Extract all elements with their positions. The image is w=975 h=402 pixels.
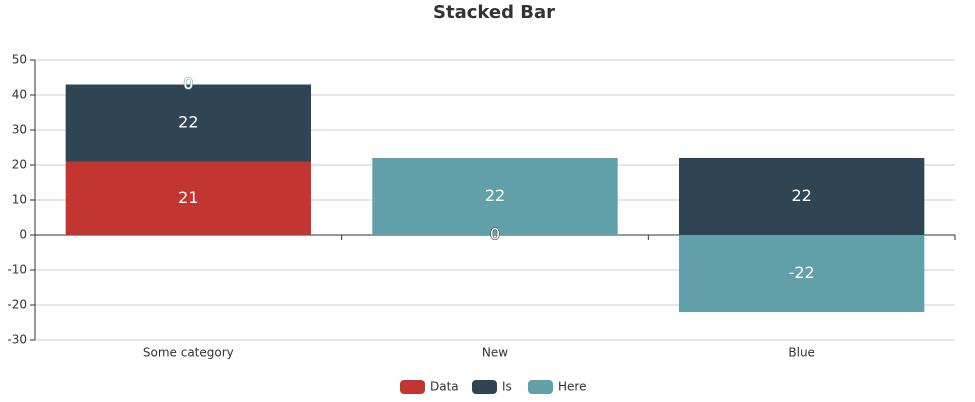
data-label: 22 [791,186,811,205]
x-tick-label: Blue [788,346,815,360]
chart-title: Stacked Bar [433,2,555,23]
legend-label: Data [430,380,459,394]
x-tick-label: New [482,346,508,360]
data-label: 0 [490,225,500,244]
legend-label: Is [502,380,512,394]
data-label: 21 [178,188,198,207]
y-tick-label: 0 [19,228,27,242]
y-tick-label: 20 [12,158,27,172]
bar [65,84,312,162]
y-tick-label: 50 [12,53,27,67]
data-label: 0 [490,225,500,244]
data-label: 0 [183,74,193,93]
data-label: 22 [178,113,198,132]
data-label: 22 [485,186,505,205]
y-tick-label: 40 [12,88,27,102]
y-tick-label: -30 [7,333,27,347]
bar [679,158,925,235]
legend-swatch [400,380,425,394]
y-tick-label: -10 [7,263,27,277]
data-label: -22 [789,263,815,282]
legend-swatch [528,380,553,394]
x-tick-label: Some category [143,346,234,360]
legend-swatch [472,380,497,394]
y-tick-label: -20 [7,298,27,312]
bar [372,158,618,235]
y-tick-label: 10 [12,193,27,207]
bar [65,161,312,235]
bar [679,235,925,312]
y-tick-label: 30 [12,123,27,137]
legend-label: Here [558,380,586,394]
